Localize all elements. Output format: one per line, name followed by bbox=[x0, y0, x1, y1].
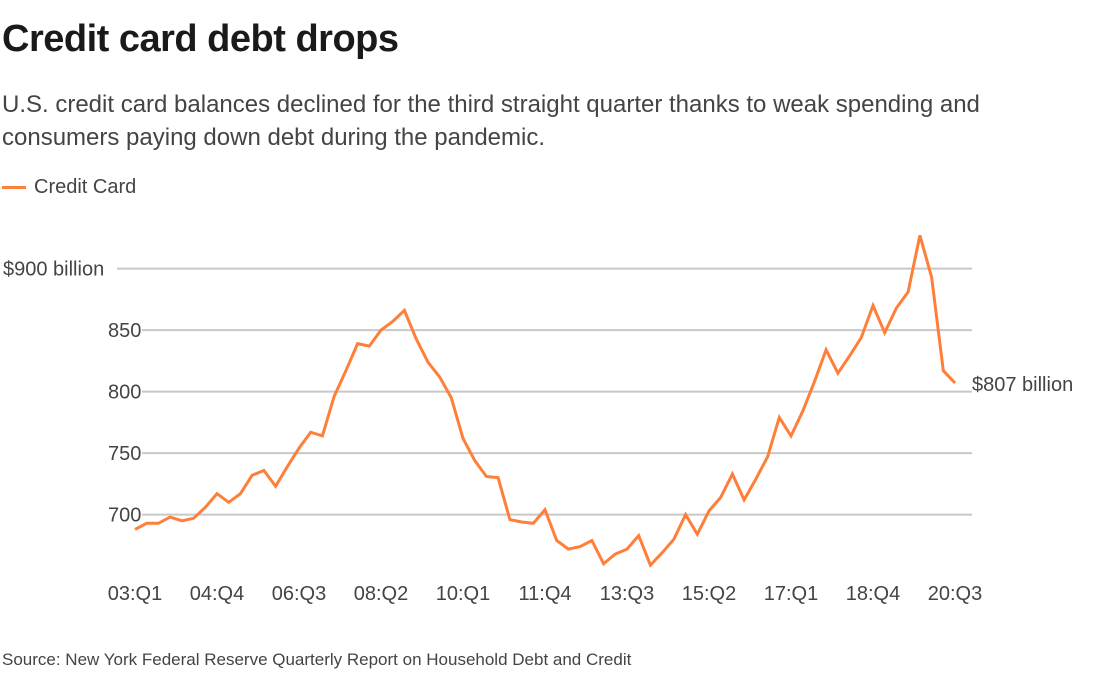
x-tick-label: 06:Q3 bbox=[272, 583, 326, 605]
x-tick-label: 11:Q4 bbox=[519, 583, 572, 605]
legend-swatch bbox=[2, 186, 26, 189]
chart-subtitle: U.S. credit card balances declined for t… bbox=[2, 91, 980, 151]
x-tick-label: 10:Q1 bbox=[436, 583, 490, 605]
source-note: Source: New York Federal Reserve Quarter… bbox=[2, 650, 632, 669]
y-tick-label: 800 bbox=[108, 382, 141, 404]
y-tick-label: 700 bbox=[108, 505, 141, 527]
x-tick-label: 17:Q1 bbox=[764, 583, 818, 605]
chart-title: Credit card debt drops bbox=[2, 18, 399, 60]
legend-label: Credit Card bbox=[34, 176, 137, 198]
y-tick-label: 750 bbox=[108, 443, 141, 465]
x-tick-label: 20:Q3 bbox=[928, 583, 982, 605]
x-tick-label: 15:Q2 bbox=[682, 583, 736, 605]
y-tick-label: $900 billion bbox=[3, 259, 104, 281]
legend: Credit Card bbox=[2, 176, 136, 199]
end-value-label: $807 billion bbox=[972, 374, 1073, 396]
x-tick-label: 13:Q3 bbox=[600, 583, 654, 605]
y-tick-label: 850 bbox=[108, 320, 141, 342]
x-tick-label: 08:Q2 bbox=[354, 583, 408, 605]
x-tick-label: 04:Q4 bbox=[190, 583, 244, 605]
x-tick-label: 03:Q1 bbox=[108, 583, 162, 605]
x-tick-label: 18:Q4 bbox=[846, 583, 900, 605]
series-line-credit-card bbox=[134, 234, 957, 568]
